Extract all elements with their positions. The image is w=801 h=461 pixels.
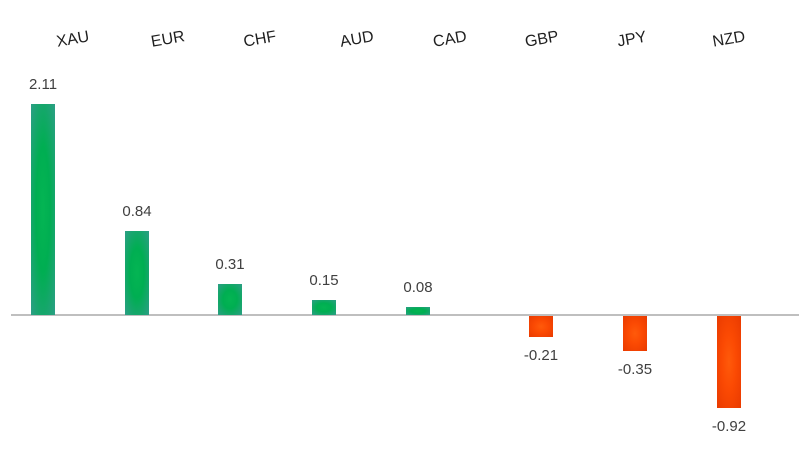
category-label-chf: CHF xyxy=(242,28,278,51)
category-label-aud: AUD xyxy=(338,28,376,51)
value-label-aud: 0.15 xyxy=(309,272,339,289)
value-label-eur: 0.84 xyxy=(122,203,152,220)
bar-xau xyxy=(31,104,55,315)
value-label-cad: 0.08 xyxy=(403,279,433,296)
bar-nzd xyxy=(717,316,741,408)
bar-chf xyxy=(218,284,242,315)
category-label-xau: XAU xyxy=(55,28,91,51)
category-label-cad: CAD xyxy=(431,28,469,51)
value-label-xau: 2.11 xyxy=(28,76,58,93)
bar-cad xyxy=(406,307,430,315)
bar-aud xyxy=(312,300,336,315)
value-label-nzd: -0.92 xyxy=(711,418,747,435)
value-label-chf: 0.31 xyxy=(215,256,245,273)
value-label-jpy: -0.35 xyxy=(617,361,653,378)
bar-eur xyxy=(125,231,149,315)
category-label-nzd: NZD xyxy=(711,28,747,51)
category-label-jpy: JPY xyxy=(615,28,648,51)
category-label-gbp: GBP xyxy=(523,28,561,51)
x-axis-line xyxy=(11,314,799,316)
bar-jpy xyxy=(623,316,647,351)
category-label-eur: EUR xyxy=(149,28,187,51)
value-label-gbp: -0.21 xyxy=(523,347,559,364)
bar-gbp xyxy=(529,316,553,337)
